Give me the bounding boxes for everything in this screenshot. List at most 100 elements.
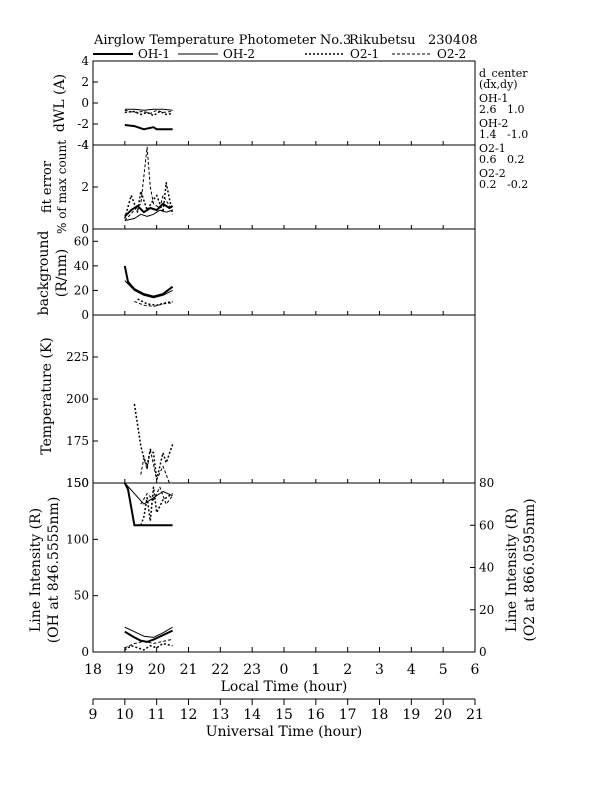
temp-ytick-label: 175	[66, 434, 89, 448]
bg-series-oh2-1	[124, 280, 173, 299]
li-ytick-label: 0	[81, 645, 89, 659]
temp-ytick-label: 225	[66, 350, 89, 364]
ut-tick-label: 19	[402, 707, 420, 723]
li-ytick-label: 100	[66, 532, 89, 546]
ut-tick-label: 10	[116, 707, 134, 723]
series-lines	[123, 108, 174, 651]
li-ytick-label: 50	[74, 589, 89, 603]
fit-ytick-label: 4	[81, 138, 89, 152]
fit-ylabel-unit: % of max count	[55, 140, 69, 234]
lt-tick-label: 20	[148, 662, 166, 678]
bg-ytick-label: 0	[81, 308, 89, 322]
li-series-oh2-right-5	[124, 482, 173, 505]
li-ytick-right-label: 20	[479, 603, 494, 617]
li-ytick-right-label: 60	[479, 518, 494, 532]
panel-frames	[92, 60, 476, 653]
lt-tick-label: 18	[84, 662, 102, 678]
lt-tick-label: 3	[375, 662, 384, 678]
bg-ylabel: background	[36, 231, 52, 316]
dwl-ylabel: dWL (A)	[52, 74, 68, 132]
dwl-ytick-label: 4	[81, 54, 89, 68]
y-axis-labels: dWL (A) fit error % of max count backgro…	[28, 74, 538, 643]
x2-axis-label: Universal Time (hour)	[206, 724, 363, 740]
ut-tick-label: 13	[211, 707, 229, 723]
li-ytick-right-label: 40	[479, 561, 494, 575]
bg-series-oh1-0	[123, 265, 174, 298]
figure-header: Airglow Temperature Photometer No.3 Riku…	[93, 33, 478, 48]
li-series-o22-right-7	[140, 486, 173, 505]
d-center-name-o22: O2-2	[479, 167, 506, 180]
panel-frame-li	[92, 482, 476, 653]
dwl-series-oh1-0	[124, 124, 173, 131]
legend-label-oh1: OH-1	[138, 47, 170, 61]
li-ylabel: Line Intensity (R)	[28, 508, 44, 632]
fit-ytick-label: 0	[81, 222, 89, 236]
bg-series-o21-2	[137, 298, 173, 306]
li-series-o21-right-2	[124, 642, 173, 651]
lt-tick-label: 0	[280, 662, 289, 678]
station-name: Rikubetsu	[349, 33, 415, 48]
lt-tick-label: 6	[471, 662, 480, 678]
d-center-annotation: d_center (dx,dy) OH-1 2.6 1.0 OH-2 1.4 -…	[479, 67, 528, 191]
d-center-value-oh2: 1.4 -1.0	[479, 128, 528, 141]
date-code: 230408	[428, 33, 478, 48]
li-series-oh1-left-0	[124, 629, 174, 643]
fit-series-oh1-0	[124, 202, 174, 218]
ut-tick-label: 17	[339, 707, 357, 723]
d-center-title: d_center	[479, 67, 528, 80]
legend: OH-1 OH-2 O2-1 O2-2	[93, 47, 466, 61]
bg-series-o22-3	[134, 301, 173, 307]
d-center-name-oh2: OH-2	[479, 117, 508, 130]
li-series-oh2-left-1	[124, 626, 173, 638]
figure-title: Airglow Temperature Photometer No.3	[93, 33, 351, 48]
lt-tick-label: 23	[243, 662, 261, 678]
bg-ytick-label: 40	[74, 259, 89, 273]
ut-tick-label: 14	[243, 707, 261, 723]
legend-label-oh2: OH-2	[223, 47, 255, 61]
fit-ylabel: fit error	[40, 160, 55, 213]
bg-ytick-label: 60	[74, 234, 89, 248]
fit-ytick-label: 2	[81, 180, 89, 194]
ut-tick-label: 15	[275, 707, 293, 723]
lt-tick-label: 19	[116, 662, 134, 678]
lt-tick-label: 4	[407, 662, 416, 678]
lt-tick-label: 22	[211, 662, 229, 678]
temp-ylabel: Temperature (K)	[39, 337, 55, 455]
lt-tick-label: 5	[439, 662, 448, 678]
axis-ticks: 18 19 20 21 22 23 0 1 2 3 4 5 69 10 11 12 13 14 15 16 17 18 19…	[66, 54, 494, 723]
dwl-ytick-label: 0	[81, 96, 89, 110]
ut-tick-label: 16	[307, 707, 325, 723]
legend-label-o22: O2-2	[437, 47, 466, 61]
ut-tick-label: 18	[371, 707, 389, 723]
bg-ytick-label: 20	[74, 283, 89, 297]
temp-series-o21-0	[133, 403, 174, 481]
panel-frame-dwl	[92, 60, 476, 146]
dwl-ytick-label: -2	[77, 117, 89, 131]
lt-tick-label: 21	[180, 662, 198, 678]
li-ytick-right-label: 80	[479, 476, 494, 490]
ut-tick-label: 20	[434, 707, 452, 723]
x-axis-label: Local Time (hour)	[221, 679, 348, 695]
legend-label-o21: O2-1	[350, 47, 379, 61]
dwl-series-o21-2	[124, 110, 173, 117]
d-center-value-o21: 0.6 0.2	[479, 153, 524, 166]
dwl-ytick-label: 2	[81, 75, 89, 89]
temp-ytick-label: 150	[66, 476, 89, 490]
d-center-name-oh1: OH-1	[479, 92, 508, 105]
dwl-series-o22-3	[124, 109, 173, 114]
li-series-oh1-right-4	[123, 482, 173, 527]
ut-tick-label: 11	[148, 707, 166, 723]
lt-tick-label: 2	[343, 662, 352, 678]
bg-ylabel-unit: (R/nm)	[54, 249, 70, 297]
li-ytick-label: 150	[66, 476, 89, 490]
ut-tick-label: 21	[466, 707, 484, 723]
d-center-value-oh1: 2.6 1.0	[479, 103, 524, 116]
ut-tick-label: 12	[180, 707, 198, 723]
dwl-series-oh2-1	[124, 108, 173, 111]
d-center-subtitle: (dx,dy)	[479, 78, 518, 91]
li-ytick-right-label: 0	[479, 645, 487, 659]
lt-tick-label: 1	[311, 662, 320, 678]
panel-frame-bg	[92, 228, 476, 316]
temp-ytick-label: 200	[66, 392, 89, 406]
